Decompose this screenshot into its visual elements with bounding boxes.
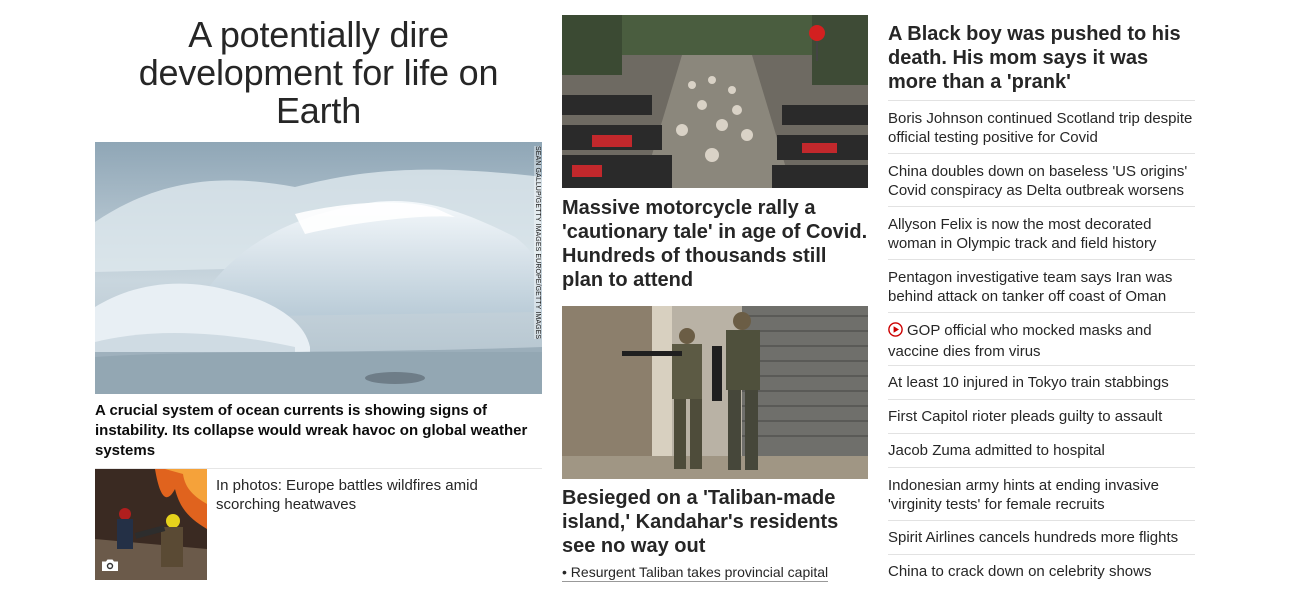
- kandahar-soldiers-image[interactable]: [562, 306, 868, 479]
- headline-item[interactable]: China to crack down on celebrity shows: [888, 554, 1195, 588]
- headline-text[interactable]: GOP official who mocked masks and vaccin…: [888, 322, 1152, 360]
- headline-text[interactable]: China to crack down on celebrity shows: [888, 563, 1152, 580]
- motorcycle-rally-image[interactable]: [562, 15, 868, 188]
- play-icon: [888, 322, 903, 342]
- headline-item[interactable]: First Capitol rioter pleads guilty to as…: [888, 399, 1195, 433]
- lead-headline[interactable]: A potentially dire development for life …: [138, 14, 499, 131]
- wildfire-gallery-thumbnail[interactable]: [95, 469, 207, 580]
- headline-item[interactable]: China doubles down on baseless 'US origi…: [888, 153, 1195, 206]
- headline-text[interactable]: Boris Johnson continued Scotland trip de…: [888, 110, 1193, 146]
- headline-item-video[interactable]: GOP official who mocked masks and vaccin…: [888, 312, 1195, 365]
- headline-item[interactable]: Indonesian army hints at ending invasive…: [888, 467, 1195, 520]
- rally-headline[interactable]: Massive motorcycle rally a 'cautionary t…: [562, 197, 868, 291]
- lead-subheadline[interactable]: A crucial system of ocean currents is sh…: [95, 402, 528, 459]
- headline-item[interactable]: Allyson Felix is now the most decorated …: [888, 206, 1195, 259]
- image-credit: SEAN GALLUP/GETTY IMAGES EUROPE/GETTY IM…: [534, 146, 541, 340]
- divider: [95, 468, 542, 469]
- headline-text[interactable]: China doubles down on baseless 'US origi…: [888, 163, 1188, 199]
- headline-item[interactable]: Spirit Airlines cancels hundreds more fl…: [888, 520, 1195, 554]
- headline-text[interactable]: Allyson Felix is now the most decorated …: [888, 216, 1157, 252]
- headline-text[interactable]: Indonesian army hints at ending invasive…: [888, 477, 1159, 513]
- camera-icon: [101, 558, 119, 572]
- headline-text[interactable]: First Capitol rioter pleads guilty to as…: [888, 408, 1163, 425]
- top-stories-headline[interactable]: A Black boy was pushed to his death. His…: [888, 23, 1181, 93]
- headline-item[interactable]: Jacob Zuma admitted to hospital: [888, 433, 1195, 467]
- headline-list: Boris Johnson continued Scotland trip de…: [888, 100, 1195, 588]
- headline-item[interactable]: Boris Johnson continued Scotland trip de…: [888, 100, 1195, 153]
- iceberg-image[interactable]: SEAN GALLUP/GETTY IMAGES EUROPE/GETTY IM…: [95, 142, 542, 394]
- headline-item[interactable]: Pentagon investigative team says Iran wa…: [888, 259, 1195, 312]
- related-story-link[interactable]: • Resurgent Taliban takes provincial cap…: [562, 564, 829, 582]
- kandahar-headline[interactable]: Besieged on a 'Taliban-made island,' Kan…: [562, 487, 839, 557]
- headline-item[interactable]: At least 10 injured in Tokyo train stabb…: [888, 365, 1195, 399]
- headline-text[interactable]: Jacob Zuma admitted to hospital: [888, 442, 1105, 459]
- headline-text[interactable]: Pentagon investigative team says Iran wa…: [888, 269, 1173, 305]
- headline-text[interactable]: At least 10 injured in Tokyo train stabb…: [888, 374, 1169, 391]
- gallery-caption-link[interactable]: In photos: Europe battles wildfires amid…: [216, 477, 478, 513]
- headline-text[interactable]: Spirit Airlines cancels hundreds more fl…: [888, 529, 1179, 546]
- lead-story: A potentially dire development for life …: [95, 0, 542, 580]
